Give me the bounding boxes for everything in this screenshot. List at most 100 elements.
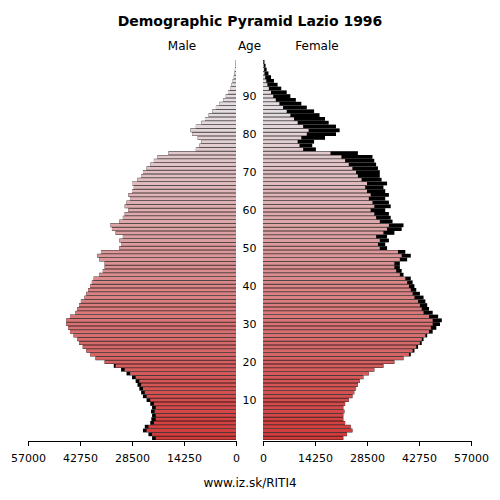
excess-bar [112,227,236,231]
excess-bar [263,296,424,300]
common-bar [228,91,236,94]
common-bar [263,414,343,417]
excess-bar [114,364,236,368]
tick-mark [471,441,472,446]
tick: 20 [236,356,257,369]
excess-bar [263,387,356,391]
chart-svg: 0142502850042750570000142502850042750570… [0,0,500,500]
common-bar [263,353,409,356]
excess-bar [263,280,413,284]
excess-bar [79,341,236,345]
common-bar [263,209,371,212]
excess-bar [119,246,236,250]
common-bar [263,311,424,314]
tick-mark [263,441,264,446]
tick-label: 40 [243,280,257,293]
excess-bar [263,147,316,151]
excess-bar [223,98,236,102]
common-bar [136,376,236,379]
excess-bar [263,277,411,281]
excess-bar [263,155,372,159]
common-bar [148,425,236,428]
excess-bar [137,383,236,387]
excess-bar [263,220,393,224]
excess-bar [96,356,236,360]
common-bar [235,60,236,63]
excess-bar [90,353,236,357]
common-bar [116,231,236,234]
excess-bar [143,429,236,433]
common-bar [81,300,236,303]
common-bar [263,243,378,246]
common-bar [86,292,236,295]
excess-bar [263,334,427,338]
excess-bar [263,417,343,421]
excess-bar [263,261,400,265]
common-bar [201,121,236,124]
excess-bar [263,117,325,121]
excess-bar [150,163,236,167]
common-bar [263,254,402,257]
common-bar [156,418,236,421]
tick-label: 60 [243,204,257,217]
excess-bar [263,94,290,98]
excess-bar [263,90,287,94]
tick-mark [184,441,185,446]
common-bar [263,258,400,261]
excess-bar [263,349,414,353]
common-bar [155,410,236,413]
common-bar [141,174,236,177]
excess-bar [232,83,236,87]
excess-bar [263,269,402,273]
common-bar [158,155,236,158]
common-bar [263,376,363,379]
excess-bar [139,387,236,391]
excess-bar [200,144,236,148]
excess-bar [263,98,296,102]
excess-bar [110,223,236,227]
excess-bar [263,258,407,262]
excess-bar [228,90,236,94]
excess-bar [136,379,236,383]
excess-bar [263,193,389,197]
tick-label: 28500 [350,452,385,465]
excess-bar [263,429,352,433]
common-bar [119,220,236,223]
common-bar [119,239,236,242]
excess-bar [147,398,236,402]
excess-bar [263,136,325,140]
common-bar [99,273,236,276]
excess-bar [263,68,267,72]
common-bar [90,353,236,356]
common-bar [232,83,236,86]
common-bar [143,387,236,390]
excess-bar [263,151,358,155]
excess-bar [196,147,236,151]
tick: 0 [260,441,267,465]
common-bar [263,205,374,208]
excess-bar [263,109,314,113]
excess-bar [70,330,236,334]
common-bar [263,262,394,265]
excess-bar [150,402,236,406]
excess-bar [263,391,354,395]
common-bar [79,342,236,345]
common-bar [156,406,236,409]
excess-bar [152,436,236,440]
common-bar [263,193,371,196]
tick: 30 [236,318,257,331]
tick-mark [80,441,81,446]
excess-bar [263,337,424,341]
tick-label: 57000 [454,452,489,465]
common-bar [263,220,380,223]
common-bar [263,167,352,170]
common-bar [154,159,236,162]
common-bar [123,216,236,219]
common-bar [125,212,236,215]
common-bar [88,288,236,291]
excess-bar [235,60,236,64]
excess-bar [263,372,369,376]
excess-bar [158,155,236,159]
common-bar [263,269,396,272]
excess-bar [263,106,307,110]
